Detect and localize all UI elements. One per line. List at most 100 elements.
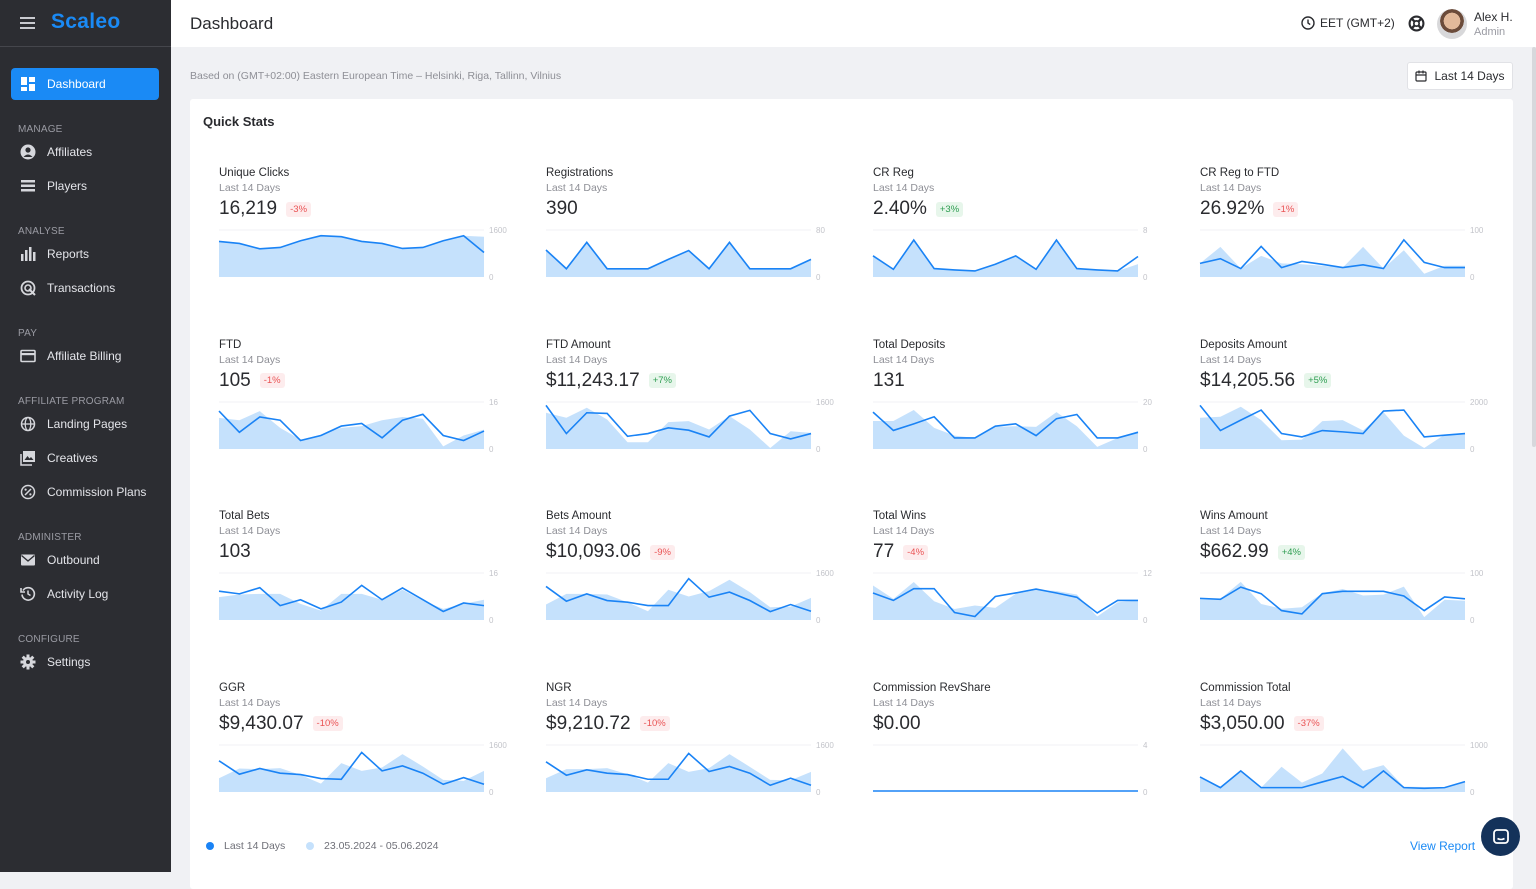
sparkline-chart: 2000 0 [1199, 398, 1488, 454]
stat-value: 26.92% [1200, 198, 1265, 219]
mail-icon [21, 554, 35, 566]
sidebar-item-landing-pages[interactable]: Landing Pages [11, 408, 159, 440]
sidebar-item-dashboard[interactable]: Dashboard [11, 68, 159, 100]
change-badge: +5% [1304, 373, 1332, 388]
sidebar-item-label: Outbound [47, 553, 100, 567]
stat-title: CR Reg [873, 167, 914, 179]
previous-period-area [219, 235, 484, 277]
current-period-line [1199, 404, 1466, 438]
previous-period-area [546, 753, 811, 792]
previous-period-area [219, 589, 484, 620]
sidebar-item-transactions[interactable]: Transactions [11, 272, 159, 304]
stat-value-row: 105 -1% [219, 370, 285, 392]
stat-ngr: NGR Last 14 Days $9,210.72 -10% 1600 0 [545, 682, 846, 832]
clock-icon [1301, 16, 1315, 30]
timezone-note: Based on (GMT+02:00) Eastern European Ti… [190, 70, 562, 82]
user-name[interactable]: Alex H. [1474, 10, 1513, 24]
stat-title: Deposits Amount [1200, 338, 1287, 351]
sparkline-chart: 80 [872, 226, 1148, 282]
logo[interactable]: Scaleo [51, 10, 121, 33]
chat-button[interactable] [1481, 817, 1520, 856]
sidebar-item-activity-log[interactable]: Activity Log [11, 578, 159, 610]
previous-period-area [1200, 246, 1465, 277]
y-tick-label: 16 [489, 569, 498, 578]
stat-ftd-amount: FTD Amount Last 14 Days $11,243.17 +7% 160… [545, 339, 846, 489]
current-period-line [872, 587, 1138, 618]
stat-period: Last 14 Days [1200, 525, 1262, 537]
timezone-selector[interactable]: EET (GMT+2) [1301, 16, 1395, 30]
y-tick-label: 20 [1143, 398, 1152, 407]
stat-value-row: 77 -4% [873, 541, 929, 563]
stat-value-row: 2.40% +3% [873, 198, 964, 220]
previous-period-area [873, 582, 1138, 620]
current-period-line [1199, 586, 1466, 615]
stat-period: Last 14 Days [219, 696, 281, 709]
stat-period: Last 14 Days [873, 525, 935, 537]
stat-value: 77 [873, 541, 895, 562]
sidebar-item-settings[interactable]: Settings [11, 646, 159, 678]
date-range-button[interactable]: Last 14 Days [1407, 62, 1513, 90]
top-header: Dashboard EET (GMT+2) Alex H. Admin [171, 0, 1536, 47]
stat-deposits-amount: Deposits Amount Last 14 Days $14,205.56 +… [1199, 338, 1500, 489]
sparkline-chart: 100 0 [1199, 569, 1484, 625]
sidebar-item-affiliates[interactable]: Affiliates [11, 136, 159, 168]
stat-title: Unique Clicks [219, 167, 290, 179]
legend-current: Last 14 Days [206, 840, 285, 852]
sidebar-item-players[interactable]: Players [11, 170, 159, 202]
view-report-link[interactable]: View Report [1410, 839, 1476, 853]
change-badge: -10% [639, 716, 670, 731]
stat-value-row: 103 [219, 541, 251, 563]
previous-period-area [873, 409, 1138, 449]
timezone-label: EET (GMT+2) [1320, 16, 1395, 30]
dashboard-icon [21, 77, 35, 91]
stat-period: Last 14 Days [546, 696, 608, 709]
stat-title: FTD [219, 338, 242, 351]
sidebar-item-outbound[interactable]: Outbound [11, 544, 159, 576]
y-tick-label: 0 [816, 616, 821, 625]
sparkline-chart: 1600 0 [218, 741, 507, 797]
stat-value: $662.99 [1200, 541, 1269, 562]
y-tick-label: 1600 [489, 226, 507, 235]
sidebar-item-reports[interactable]: Reports [11, 238, 159, 270]
stat-commission-revshare: Commission RevShare Last 14 Days $0.00 4 0 [873, 682, 1173, 832]
stat-value: 103 [219, 541, 251, 562]
y-tick-label: 0 [1470, 445, 1475, 454]
y-tick-label: 2000 [1470, 398, 1488, 407]
sidebar-item-affiliate-billing[interactable]: Affiliate Billing [11, 340, 159, 372]
sparkline-chart: 16 0 [218, 398, 498, 454]
scrollbar[interactable] [1532, 47, 1536, 447]
current-period-line [545, 241, 812, 270]
previous-period-area [219, 753, 484, 792]
sparkline-chart: 1600 0 [545, 569, 834, 625]
y-tick-label: 0 [1143, 445, 1148, 454]
lifebuoy-help-icon[interactable] [1408, 15, 1425, 32]
transactions-icon [20, 280, 36, 296]
stat-value-row: $11,243.17 +7% [546, 370, 676, 392]
y-tick-label: 0 [1470, 273, 1475, 282]
previous-period-area [1200, 406, 1465, 449]
stat-title: Total Deposits [873, 338, 946, 351]
legend-label: Last 14 Days [224, 840, 286, 852]
stat-value: $9,430.07 [219, 712, 304, 734]
previous-period-area [546, 242, 811, 277]
y-tick-label: 0 [1470, 616, 1475, 625]
hamburger-menu-icon[interactable] [20, 17, 35, 29]
y-tick-label: 100 [1470, 226, 1484, 235]
history-icon [20, 586, 36, 601]
current-period-line [872, 411, 1139, 439]
percent-icon [20, 484, 36, 500]
sidebar-item-label: Commission Plans [47, 485, 147, 499]
y-tick-label: 1000 [1470, 741, 1488, 750]
stat-unique-clicks: Unique Clicks Last 14 Days 16,219 -3% 1600… [218, 167, 519, 317]
stat-value-row: 26.92% -1% [1200, 198, 1299, 220]
avatar[interactable] [1437, 9, 1467, 39]
legend-label: 23.05.2024 - 05.06.2024 [324, 840, 439, 852]
sidebar-item-label: Activity Log [47, 587, 109, 601]
globe-icon [20, 416, 36, 432]
stat-title: Registrations [546, 167, 614, 179]
previous-period-area [219, 410, 484, 449]
sidebar-item-creatives[interactable]: Creatives [11, 442, 159, 474]
y-tick-label: 0 [489, 616, 494, 625]
sidebar-item-commission-plans[interactable]: Commission Plans [11, 476, 159, 508]
stat-period: Last 14 Days [546, 525, 608, 537]
